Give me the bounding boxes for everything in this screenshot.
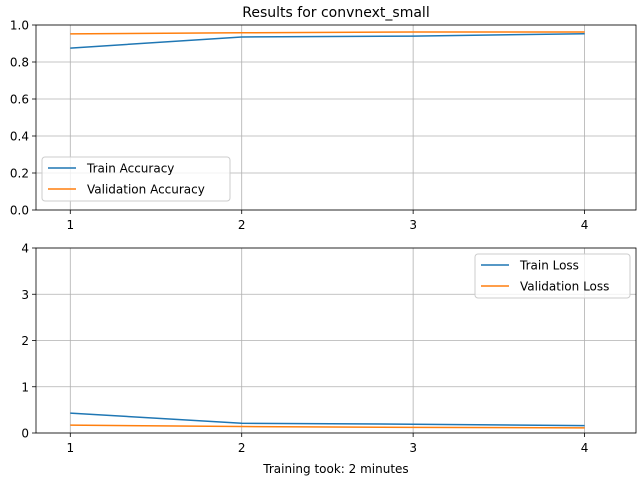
- x-tick-label: 1: [66, 441, 74, 455]
- series-line-train-accuracy: [70, 32, 585, 49]
- y-tick-label: 2: [21, 334, 29, 348]
- x-tick-label: 1: [66, 218, 74, 232]
- series-line-train-loss: [70, 412, 585, 427]
- legend: Train Loss Validation Loss: [474, 253, 631, 299]
- series-line-validation-loss: [70, 424, 585, 429]
- y-tick-label: 3: [21, 288, 29, 302]
- legend: Train Accuracy Validation Accuracy: [41, 156, 231, 202]
- x-tick-label: 2: [238, 441, 246, 455]
- series-line-validation-accuracy: [70, 31, 585, 35]
- y-tick-label: 4: [21, 242, 29, 256]
- x-tick-label: 4: [581, 441, 589, 455]
- legend-label: Train Accuracy: [86, 162, 174, 176]
- legend-frame: [474, 253, 631, 299]
- legend-label: Validation Loss: [520, 280, 609, 294]
- legend-label: Validation Accuracy: [87, 183, 205, 197]
- y-tick-label: 0: [21, 427, 29, 441]
- y-tick-label: 0.2: [10, 167, 29, 181]
- x-tick-label: 3: [409, 218, 417, 232]
- chart-title: Results for convnext_small: [242, 5, 429, 21]
- y-tick-label: 1.0: [10, 19, 29, 33]
- y-tick-label: 1: [21, 380, 29, 394]
- x-tick-label: 3: [409, 441, 417, 455]
- x-tick-label: 4: [581, 218, 589, 232]
- x-axis-label: Training took: 2 minutes: [262, 462, 408, 476]
- legend-frame: [41, 156, 231, 202]
- y-tick-label: 0.0: [10, 204, 29, 218]
- loss-subplot: 1 2 3 4 0 1 2 3 4 Train Loss Validation Loss Trai…: [21, 242, 637, 476]
- plot-frame: [35, 24, 637, 211]
- accuracy-subplot: Results for convnext_small 1 2 3 4 0.0 0.2 0.4…: [10, 5, 637, 232]
- y-tick-label: 0.8: [10, 56, 29, 70]
- legend-label: Train Loss: [519, 259, 579, 273]
- x-tick-label: 2: [238, 218, 246, 232]
- y-tick-label: 0.6: [10, 93, 29, 107]
- y-tick-label: 0.4: [10, 130, 29, 144]
